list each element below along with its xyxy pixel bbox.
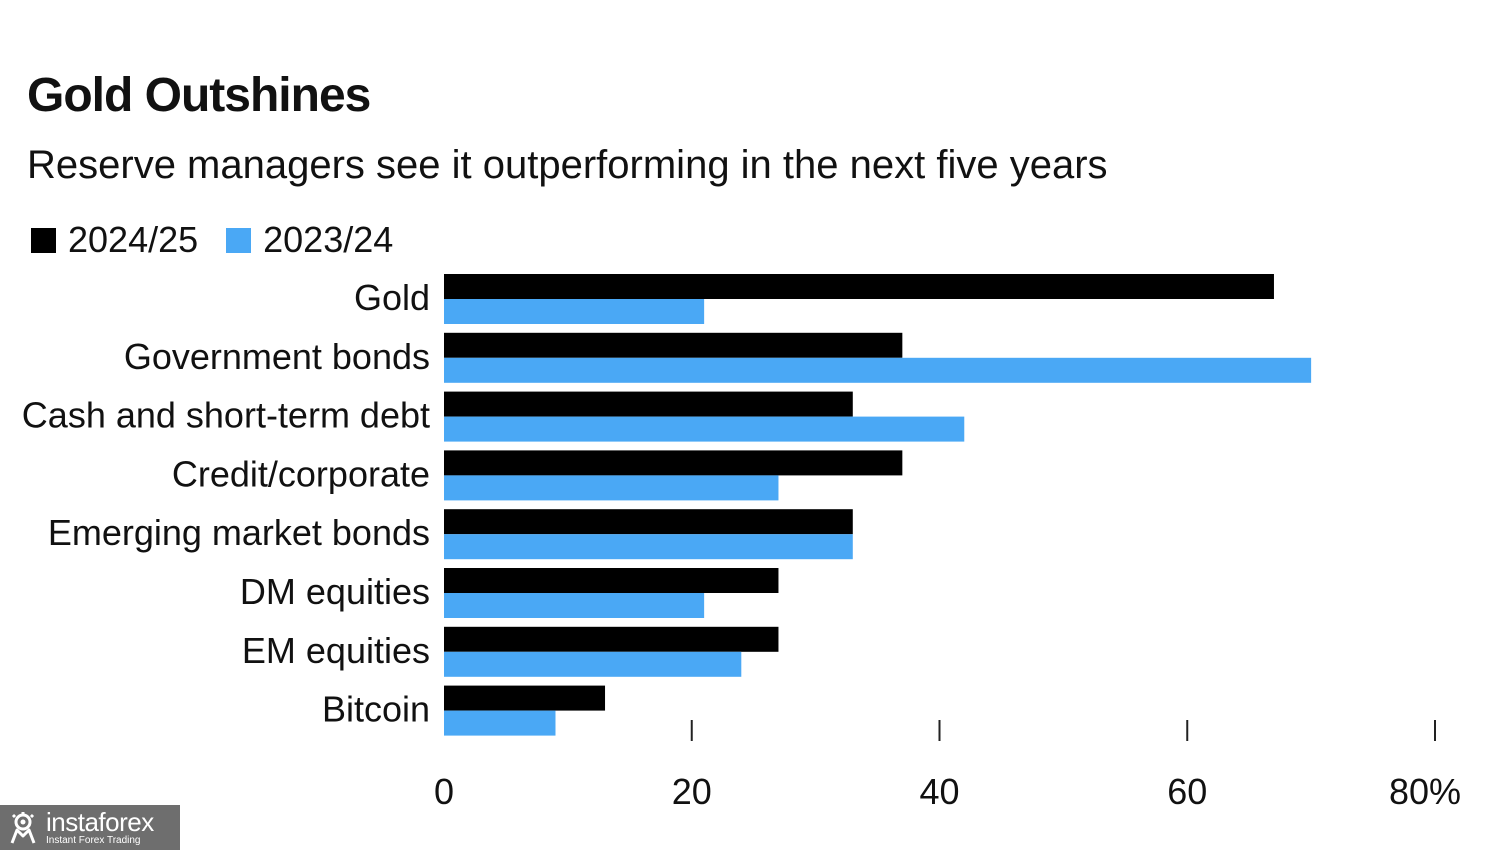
- watermark: instaforex Instant Forex Trading: [0, 805, 180, 850]
- bar-government-bonds-2024-25: [444, 332, 903, 358]
- legend-item-2024-25: 2024/25: [31, 219, 198, 261]
- watermark-name: instaforex: [46, 807, 154, 837]
- bar-dm-equities-2024-25: [444, 568, 779, 593]
- x-tick-label-0: 0: [434, 771, 454, 812]
- bar-emerging-market-bonds-2024-25: [444, 509, 853, 535]
- category-label-em-equities: EM equities: [242, 630, 430, 671]
- x-tick-label-60: 60: [1167, 771, 1207, 812]
- bar-credit-corporate-2024-25: [444, 450, 903, 476]
- watermark-tagline: Instant Forex Trading: [46, 835, 141, 846]
- bar-em-equities-2023-24: [444, 651, 742, 677]
- bar-bitcoin-2024-25: [444, 685, 606, 711]
- bar-bitcoin-2023-24: [444, 710, 556, 736]
- x-tick-label-80: 80%: [1389, 771, 1461, 812]
- category-label-credit-corporate: Credit/corporate: [172, 453, 430, 494]
- bar-gold-2023-24: [444, 299, 705, 324]
- legend-swatch-2023-24: [226, 227, 252, 253]
- legend-swatch-2024-25: [31, 227, 56, 253]
- legend-item-2023-24: 2023/24: [226, 219, 393, 261]
- instaforex-logo-icon: [10, 811, 36, 844]
- bar-dm-equities-2023-24: [444, 593, 705, 618]
- bar-credit-corporate-2023-24: [444, 475, 779, 501]
- x-tick-label-20: 20: [672, 771, 712, 812]
- bar-cash-and-short-term-debt-2024-25: [444, 391, 853, 417]
- bar-cash-and-short-term-debt-2023-24: [444, 416, 965, 442]
- category-label-dm-equities: DM equities: [240, 571, 430, 612]
- bar-government-bonds-2023-24: [444, 357, 1312, 383]
- category-label-government-bonds: Government bonds: [124, 336, 430, 377]
- chart-title: Gold Outshines: [27, 69, 371, 122]
- legend-label-2024-25: 2024/25: [68, 219, 199, 260]
- chart-subtitle: Reserve managers see it outperforming in…: [27, 143, 1108, 187]
- category-label-emerging-market-bonds: Emerging market bonds: [48, 512, 430, 553]
- legend: 2024/25 2023/24: [31, 219, 421, 261]
- category-label-gold: Gold: [354, 277, 430, 318]
- x-tick-label-40: 40: [919, 771, 959, 812]
- category-label-cash-and-short-term-debt: Cash and short-term debt: [22, 395, 430, 436]
- legend-label-2023-24: 2023/24: [263, 219, 394, 260]
- bar-emerging-market-bonds-2023-24: [444, 534, 853, 560]
- category-label-bitcoin: Bitcoin: [322, 689, 430, 730]
- bar-em-equities-2024-25: [444, 626, 779, 652]
- bar-gold-2024-25: [444, 274, 1274, 299]
